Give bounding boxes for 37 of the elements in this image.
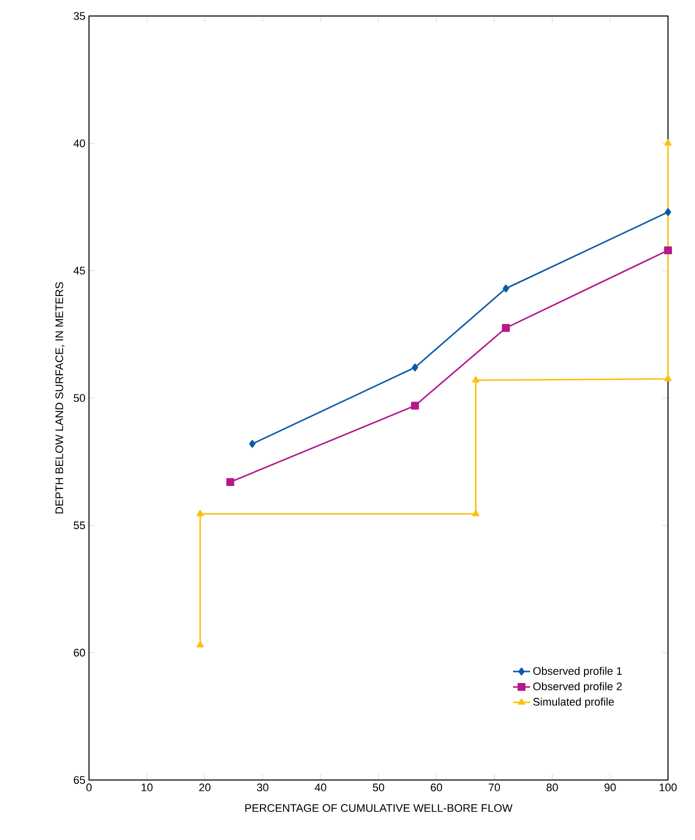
x-tick-label: 40 — [314, 784, 326, 792]
point — [249, 440, 256, 448]
point — [472, 376, 480, 383]
point — [196, 641, 204, 648]
y-tick-label: 65 — [74, 776, 86, 784]
x-tick-label: 100 — [660, 784, 677, 792]
y-tick-label: 60 — [74, 648, 86, 657]
point — [664, 139, 672, 146]
point — [226, 478, 234, 486]
legend-label: Observed profile 2 — [533, 682, 622, 692]
point — [472, 510, 480, 516]
x-tick-label: 30 — [257, 784, 268, 792]
y-tick-label: 35 — [74, 12, 86, 20]
legend-label: Observed profile 1 — [533, 666, 622, 678]
point — [502, 284, 510, 292]
y-tick-label: 50 — [74, 394, 86, 402]
point — [412, 363, 418, 372]
y-tick-label: 40 — [74, 139, 86, 148]
y-axis-title: DEPTH BELOW LAND SURFACE, IN METERS — [55, 282, 64, 514]
x-tick-label: 0 — [86, 784, 92, 792]
point — [411, 402, 419, 410]
x-tick-label: 20 — [199, 784, 210, 792]
x-tick-label: 60 — [430, 784, 442, 792]
point — [664, 246, 672, 254]
x-tick-label: 10 — [142, 784, 153, 792]
point — [502, 324, 510, 332]
x-tick-label: 50 — [372, 784, 384, 792]
legend-label: Simulated profile — [533, 698, 614, 708]
x-tick-label: 70 — [488, 784, 500, 792]
x-tick-label: 90 — [604, 784, 616, 792]
x-tick-label: 80 — [546, 784, 558, 792]
y-tick-label: 45 — [74, 266, 86, 274]
point — [664, 374, 672, 382]
point — [196, 510, 204, 516]
y-tick-label: 55 — [74, 522, 86, 530]
point — [664, 208, 672, 216]
x-axis-title: PERCENTAGE OF CUMULATIVE WELL-BORE FLOW — [245, 804, 513, 812]
